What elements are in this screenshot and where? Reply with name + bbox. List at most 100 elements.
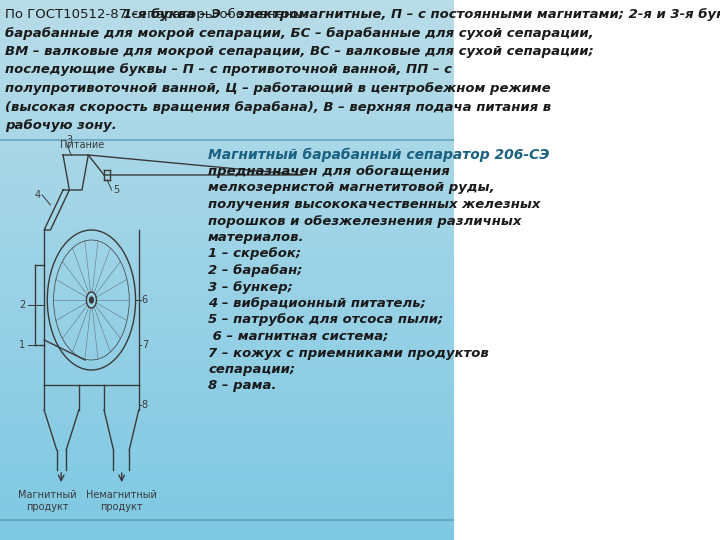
Bar <box>0 410 454 411</box>
Bar <box>0 321 454 322</box>
Bar <box>0 448 454 449</box>
Bar <box>0 309 454 310</box>
Bar <box>0 276 454 277</box>
Text: получения высококачественных железных: получения высококачественных железных <box>208 198 541 211</box>
Bar <box>0 33 454 34</box>
Text: 1-я буква – Э – электромагнитные, П – с постоянными магнитами; 2-я и 3-я буквы –: 1-я буква – Э – электромагнитные, П – с … <box>123 8 720 21</box>
Bar <box>0 336 454 337</box>
Bar <box>0 39 454 40</box>
Bar <box>0 526 454 527</box>
Bar <box>0 246 454 247</box>
Bar <box>0 245 454 246</box>
Text: 6: 6 <box>142 295 148 305</box>
Bar <box>0 235 454 236</box>
Bar <box>0 445 454 446</box>
Bar <box>0 536 454 537</box>
Bar <box>0 58 454 59</box>
Text: 1 – скребок;: 1 – скребок; <box>208 247 301 260</box>
Bar <box>0 301 454 302</box>
Bar <box>0 163 454 164</box>
Bar <box>0 78 454 79</box>
Bar <box>0 116 454 117</box>
Bar <box>0 129 454 130</box>
Bar <box>0 209 454 210</box>
Bar <box>0 154 454 155</box>
Bar <box>0 28 454 29</box>
Bar <box>0 295 454 296</box>
Bar <box>0 504 454 505</box>
Bar <box>0 194 454 195</box>
Bar <box>0 119 454 120</box>
Bar <box>0 534 454 535</box>
Text: 8: 8 <box>142 400 148 410</box>
Bar <box>0 50 454 51</box>
Bar <box>0 217 454 218</box>
Bar <box>0 346 454 347</box>
Bar <box>0 402 454 403</box>
Bar <box>0 378 454 379</box>
Bar <box>0 351 454 352</box>
Bar <box>0 6 454 7</box>
Bar <box>0 260 454 261</box>
Text: 1: 1 <box>19 340 25 350</box>
Bar <box>0 72 454 73</box>
Bar <box>0 237 454 238</box>
Bar <box>0 498 454 499</box>
Bar <box>0 197 454 198</box>
Text: Магнитный
продукт: Магнитный продукт <box>18 490 76 511</box>
Bar <box>0 490 454 491</box>
Bar <box>0 104 454 105</box>
Bar <box>0 57 454 58</box>
Bar <box>0 330 454 331</box>
Bar <box>0 363 454 364</box>
Bar <box>0 317 454 318</box>
Bar <box>0 38 454 39</box>
Bar <box>0 455 454 456</box>
Bar <box>0 248 454 249</box>
Bar <box>0 240 454 241</box>
Text: барабанные для мокрой сепарации, БС – барабанные для сухой сепарации,: барабанные для мокрой сепарации, БС – ба… <box>5 26 594 39</box>
Bar <box>0 507 454 508</box>
Bar <box>0 252 454 253</box>
Bar <box>0 115 454 116</box>
Bar <box>0 409 454 410</box>
Bar <box>0 84 454 85</box>
Bar <box>0 343 454 344</box>
Text: 5: 5 <box>114 185 120 195</box>
Bar <box>0 338 454 339</box>
Bar <box>0 385 454 386</box>
Bar <box>0 527 454 528</box>
Bar <box>0 348 454 349</box>
Bar <box>0 359 454 360</box>
Bar <box>0 465 454 466</box>
Bar <box>0 416 454 417</box>
Bar <box>0 377 454 378</box>
Bar <box>0 244 454 245</box>
Bar <box>0 59 454 60</box>
Bar <box>0 201 454 202</box>
Bar <box>0 358 454 359</box>
Bar <box>0 530 454 531</box>
Bar <box>0 421 454 422</box>
Bar <box>0 254 454 255</box>
Bar <box>0 220 454 221</box>
Bar <box>0 8 454 9</box>
Bar <box>0 462 454 463</box>
Bar <box>0 114 454 115</box>
Bar <box>0 102 454 103</box>
Bar <box>0 169 454 170</box>
Bar <box>0 431 454 432</box>
Text: порошков и обезжелезнения различных: порошков и обезжелезнения различных <box>208 214 521 227</box>
Bar <box>0 491 454 492</box>
Bar <box>0 411 454 412</box>
Bar <box>0 521 454 522</box>
Bar <box>0 515 454 516</box>
Bar <box>0 172 454 173</box>
Bar <box>0 524 454 525</box>
Text: 6 – магнитная система;: 6 – магнитная система; <box>208 330 389 343</box>
Bar <box>0 376 454 377</box>
Bar <box>0 278 454 279</box>
Bar <box>0 257 454 258</box>
Bar <box>0 205 454 206</box>
Text: 3 – бункер;: 3 – бункер; <box>208 280 293 294</box>
